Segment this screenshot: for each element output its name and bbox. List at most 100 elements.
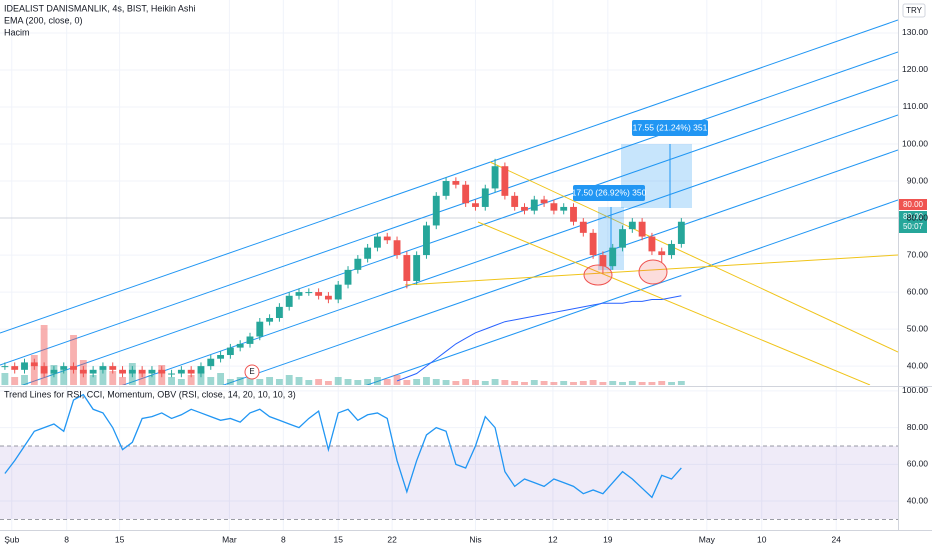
channel-line [121,114,898,385]
volume-bar [21,375,28,385]
price-tag [899,199,927,210]
candle-body [324,295,332,300]
x-tick-label: 24 [832,534,842,544]
volume-bar [324,381,332,385]
y-tick-label: 100.00 [902,138,928,148]
candle-body [295,292,303,296]
volume-bar [99,367,107,385]
y-tick-label: 120.00 [902,64,928,74]
x-tick-label: 15 [333,534,343,544]
volume-bar [619,382,626,385]
volume-label[interactable]: Hacim [4,27,30,37]
candle-body [70,366,77,370]
volume-bar [599,382,607,385]
y-tick-label: 70.00 [907,249,929,259]
channel-line [0,19,898,334]
volume-bar [374,377,381,385]
candle-body [413,255,421,281]
candle-body [619,229,626,248]
candle-body [246,336,254,344]
volume-bar [119,377,126,385]
candle-body [658,251,666,256]
volume-bar [579,381,587,385]
candle-body [236,343,244,348]
trend-line [477,221,871,385]
volume-bar [570,382,577,385]
candle-body [30,362,38,367]
measure-label: 17.50 (26.92%) 350 [572,187,647,197]
candle-body [521,206,528,211]
candle-body [334,284,342,300]
channel-line [0,51,898,366]
candle-body [442,181,450,196]
volume-bar [413,379,421,385]
currency-box[interactable] [902,3,926,18]
candle-body [275,306,283,318]
currency[interactable]: TRY [906,6,923,15]
rsi [0,393,898,520]
x-tick-label: 10 [757,534,767,544]
volume-bar [668,382,675,385]
candle-body [187,369,195,374]
earnings-label: E [249,367,254,376]
indicator-label[interactable]: EMA (200, close, 0) [4,15,83,25]
candle-body [315,292,323,296]
volume-bar [393,375,401,385]
candle-body [50,369,58,374]
volume-bar [168,377,175,385]
volume-bar [30,355,38,385]
trend-line [489,161,898,353]
volume-bar [638,382,646,385]
volume-bar [148,375,156,385]
candle-body [128,369,136,374]
candle-body [393,240,401,256]
volume-bar [589,380,597,385]
candle-body [305,292,313,294]
volume-bar [403,380,411,385]
candle-body [462,184,470,204]
volume-bar [432,379,440,385]
volume-bar [275,379,283,385]
volume-bar [285,375,293,385]
volume-bar [354,380,362,385]
volume-bar [491,379,499,385]
drawings [0,19,898,385]
candle-body [344,269,352,285]
candle-body [481,188,489,207]
candle-body [570,206,577,222]
candle-body [60,366,68,370]
y-tick-label: 130.00 [902,27,928,37]
x-tick-label: Nis [469,534,481,544]
volume-bar [530,380,538,385]
volume-bar [246,375,254,385]
candle-body [197,366,205,374]
candle-body [11,366,19,370]
x-tick-label: May [699,534,716,544]
symbol-title[interactable]: IDEALIST DANISMANLIK, 4s, BIST, Heikin A… [4,3,195,13]
candle-body [638,221,646,237]
candle-body [599,255,607,267]
x-tick-label: 12 [548,534,558,544]
candle-body [89,369,97,374]
candle-body [138,369,146,374]
candle-body [530,199,538,211]
volume-bar [187,375,195,385]
candle-body [550,203,558,211]
candle-body [1,366,9,368]
candle-body [217,355,225,359]
candle-body [79,369,87,374]
x-tick-label: Şub [4,534,19,544]
x-tick-label: 19 [603,534,613,544]
y-tick-label: 80.00 [907,212,929,222]
candle-body [99,366,107,370]
channel-line [365,199,898,385]
candle-body [579,221,587,233]
x-tick-label: 8 [64,534,69,544]
rsi-title[interactable]: Trend Lines for RSI, CCI, Momentum, OBV … [4,389,296,399]
volume-bar [256,379,264,385]
volume-bar [305,380,313,385]
volume-bar [609,381,617,385]
volume-bar [560,381,568,385]
earnings-marker[interactable] [244,364,260,380]
volume-bar [442,380,450,385]
